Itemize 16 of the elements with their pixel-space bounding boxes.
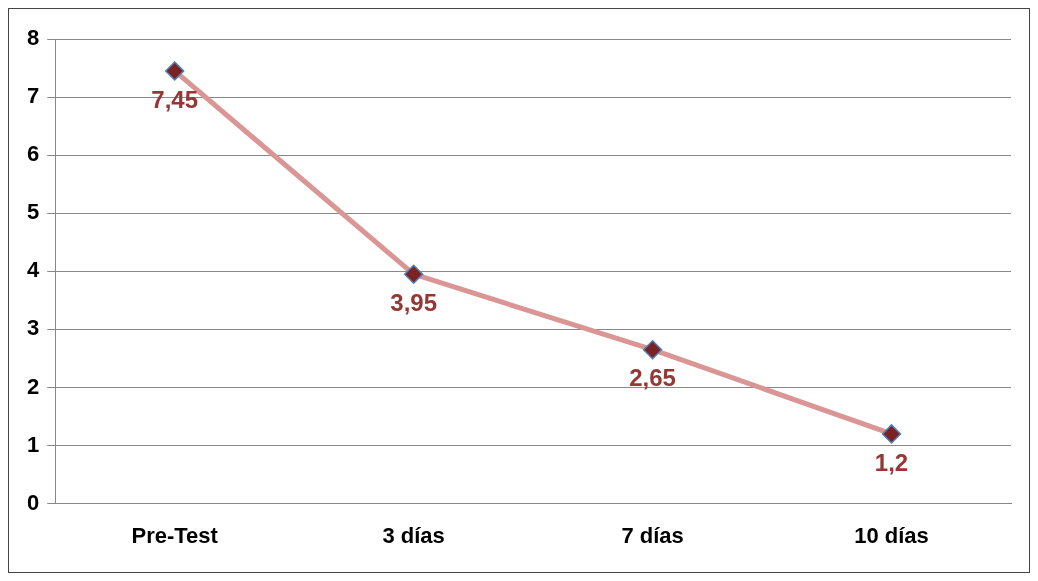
x-tick-label: 3 días: [382, 522, 445, 548]
y-tick-label: 2: [26, 373, 40, 399]
y-tick-label: 6: [26, 141, 40, 167]
y-tick-label: 4: [26, 257, 40, 283]
data-label: 3,95: [390, 288, 438, 316]
y-tick-label: 7: [26, 83, 40, 109]
y-tick-label: 5: [26, 199, 40, 225]
data-label: 2,65: [629, 364, 676, 392]
y-tick-label: 3: [26, 315, 40, 341]
x-tick-label: 7 días: [621, 522, 684, 548]
x-tick-label: Pre-Test: [131, 522, 219, 548]
y-tick-label: 0: [26, 489, 40, 515]
data-label: 1,2: [874, 448, 909, 476]
x-tick-label: 10 días: [854, 522, 929, 548]
y-tick-label: 1: [26, 431, 40, 457]
y-tick-label: 8: [26, 25, 40, 51]
